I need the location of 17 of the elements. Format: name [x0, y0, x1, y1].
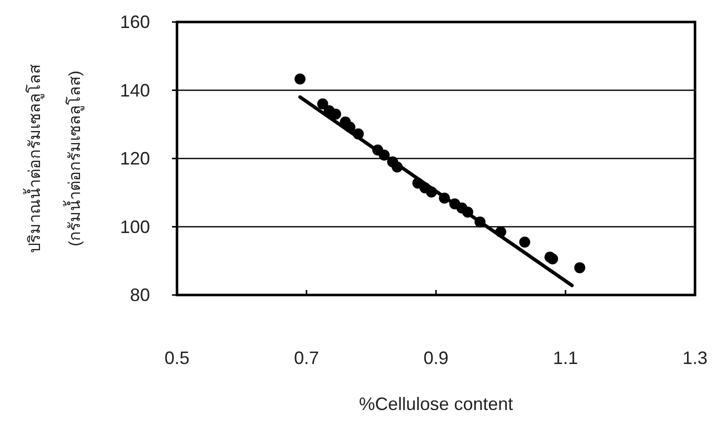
y-tick-label: 140	[120, 80, 150, 100]
x-tick-label: 0.5	[164, 348, 190, 368]
y-tick-label: 100	[120, 216, 150, 237]
x-tick-label: 0.7	[294, 348, 320, 368]
point	[519, 236, 530, 248]
x-axis-title: %Cellulose content	[358, 394, 514, 414]
point	[547, 253, 558, 264]
x-tick-label: 1.3	[682, 348, 708, 368]
y-tick-label: 80	[130, 285, 150, 305]
point	[317, 98, 328, 110]
x-tick-label: 0.9	[423, 348, 449, 368]
point	[330, 108, 342, 120]
point	[294, 73, 306, 84]
point	[574, 262, 586, 274]
y-tick-label: 160	[120, 12, 150, 32]
x-tick-label: 1.1	[552, 348, 578, 368]
y-tick-label: 120	[120, 148, 150, 168]
